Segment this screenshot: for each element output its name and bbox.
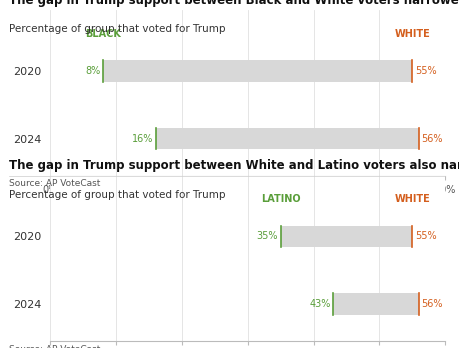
Text: 16%: 16% (132, 134, 153, 144)
Text: Source: AP VoteCast: Source: AP VoteCast (9, 179, 101, 188)
Bar (103, 60, 412, 82)
Text: 56%: 56% (421, 299, 443, 309)
Text: The gap in Trump support between Black and White voters narrowed in 2024: The gap in Trump support between Black a… (9, 0, 459, 7)
Text: WHITE: WHITE (394, 29, 430, 39)
Text: Percentage of group that voted for Trump: Percentage of group that voted for Trump (9, 24, 226, 34)
Text: 43%: 43% (309, 299, 331, 309)
Text: 8%: 8% (85, 66, 101, 76)
Text: 35%: 35% (257, 231, 278, 242)
Text: BLACK: BLACK (85, 29, 121, 39)
Text: 56%: 56% (421, 134, 443, 144)
Text: LATINO: LATINO (261, 194, 301, 204)
Text: The gap in Trump support between White and Latino voters also narrowed: The gap in Trump support between White a… (9, 159, 459, 172)
Text: Percentage of group that voted for Trump: Percentage of group that voted for Trump (9, 190, 226, 200)
Text: 55%: 55% (415, 66, 437, 76)
Text: WHITE: WHITE (394, 194, 430, 204)
Bar (333, 293, 419, 315)
Text: 55%: 55% (415, 231, 437, 242)
Bar (281, 226, 412, 247)
Bar (156, 128, 419, 149)
Text: Source: AP VoteCast: Source: AP VoteCast (9, 345, 101, 348)
